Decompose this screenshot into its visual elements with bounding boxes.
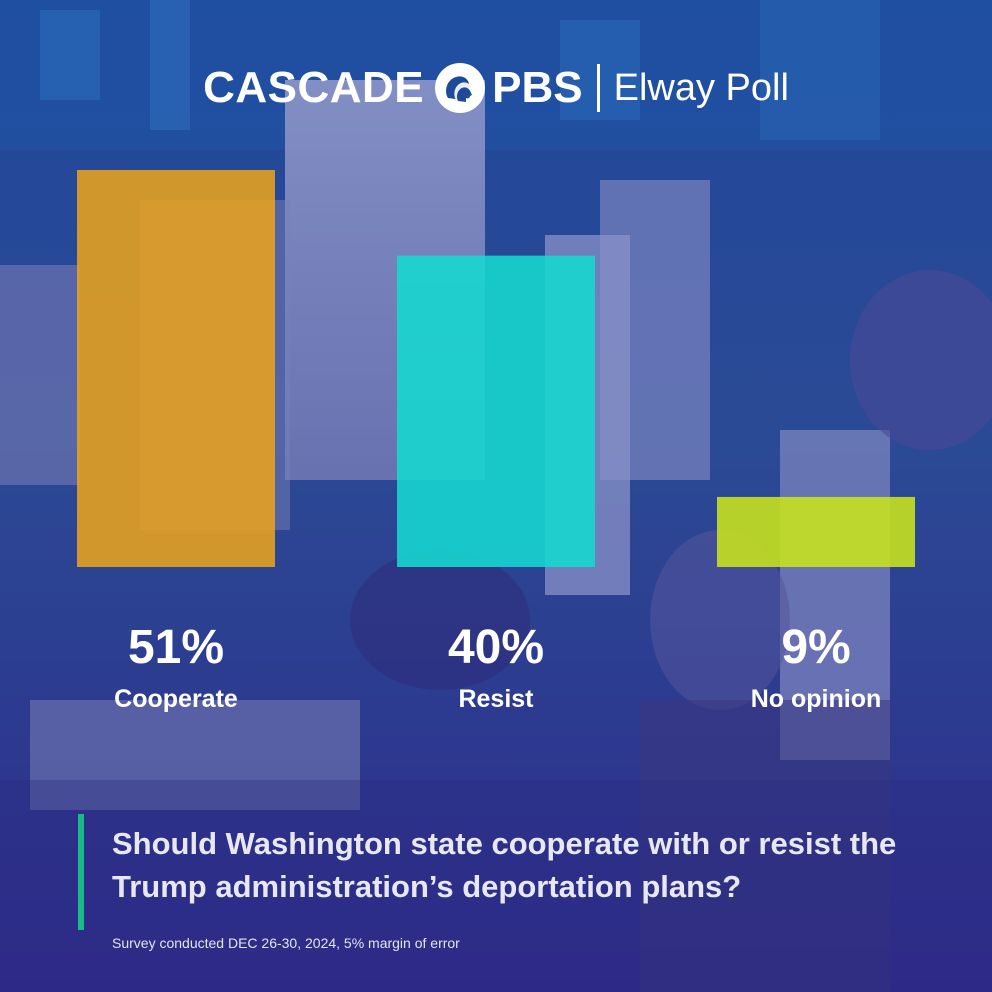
pbs-head-icon (435, 63, 486, 113)
category-label: Resist (458, 685, 534, 713)
elway-poll-logo-text: Elway Poll (613, 66, 789, 109)
value-label: 51% (127, 621, 225, 674)
logo-header: CASCADE PBS Elway Poll (0, 56, 992, 120)
category-label: No opinion (750, 685, 882, 713)
question-accent-bar (78, 814, 84, 930)
category-label: Cooperate (114, 685, 238, 713)
pbs-logo-text: PBS (492, 63, 583, 112)
bar-no-opinion (717, 496, 915, 567)
value-label: 9% (781, 621, 851, 674)
cascade-logo-text: CASCADE (203, 63, 425, 112)
survey-footnote: Survey conducted DEC 26-30, 2024, 5% mar… (112, 935, 460, 951)
poll-question: Should Washington state cooperate with o… (112, 826, 897, 904)
value-label: 40% (447, 621, 545, 674)
logo-divider (596, 64, 600, 112)
bar-cooperate (77, 170, 275, 567)
bar-resist (397, 255, 595, 568)
